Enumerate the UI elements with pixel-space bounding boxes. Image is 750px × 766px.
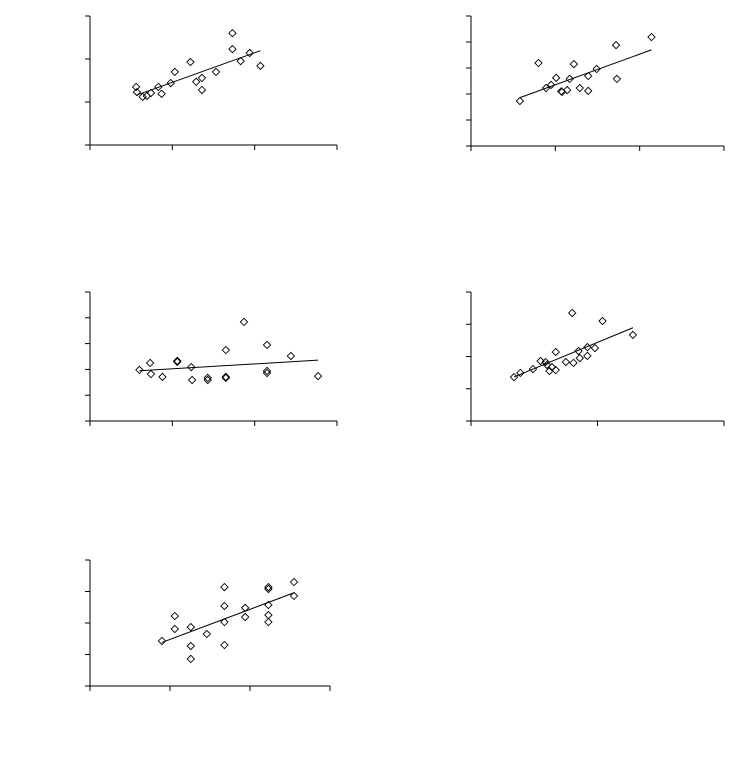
point [154,82,163,92]
point [170,67,180,77]
point [131,82,141,92]
point [262,368,272,378]
point [228,28,237,38]
point [191,77,201,87]
point [170,611,180,621]
point [534,58,543,68]
point [186,654,196,664]
point [173,356,182,366]
point [170,624,180,634]
point [211,67,221,77]
point [245,48,254,58]
point [611,40,621,50]
point [173,357,182,367]
point [220,640,229,650]
point [565,74,574,84]
point [551,73,561,83]
point [264,582,273,592]
point [551,365,560,375]
point [515,96,525,106]
point [187,362,196,372]
point [569,59,579,69]
point [612,74,622,84]
trendline [519,49,652,99]
point [551,347,560,357]
point [546,80,556,90]
point [197,73,207,83]
point [187,375,197,385]
point [220,601,229,611]
point [220,617,229,627]
point [203,375,212,385]
point [158,372,167,382]
point [202,629,212,639]
point [220,582,229,592]
point [145,358,155,368]
point [289,591,299,601]
point [256,61,265,71]
point [516,368,525,378]
point [542,360,552,370]
point [583,86,593,96]
point [647,32,656,42]
point [221,372,231,382]
point [157,89,166,99]
point [221,373,231,383]
point [264,600,273,610]
point [132,87,142,97]
trendline [513,327,634,378]
point [262,366,272,376]
point [239,317,249,327]
point [569,358,578,368]
point [590,343,600,353]
point [236,56,245,66]
point [598,316,607,326]
point [574,346,583,356]
point [509,372,519,382]
point [186,622,196,632]
point [262,340,272,350]
point [240,612,250,622]
point [221,345,231,355]
point [186,641,196,651]
trendline [161,592,295,643]
point [536,356,545,366]
point [138,92,147,102]
point [583,71,593,81]
point [313,371,323,381]
point [197,85,207,95]
point [264,617,273,627]
point [628,330,638,340]
point [264,610,273,620]
point [264,584,273,594]
point [146,369,156,379]
point [592,64,601,74]
point [186,57,195,67]
point [228,44,237,54]
point [561,357,571,367]
point [541,357,550,367]
point [286,351,296,361]
point [562,85,572,95]
trendline [139,359,319,372]
point [575,83,585,93]
point [575,353,585,363]
trendline [135,50,261,96]
point [583,351,592,361]
point [567,308,577,318]
point [289,577,299,587]
point [203,373,212,383]
point [135,365,144,375]
point [157,636,167,646]
point [146,88,156,98]
point [547,362,557,372]
